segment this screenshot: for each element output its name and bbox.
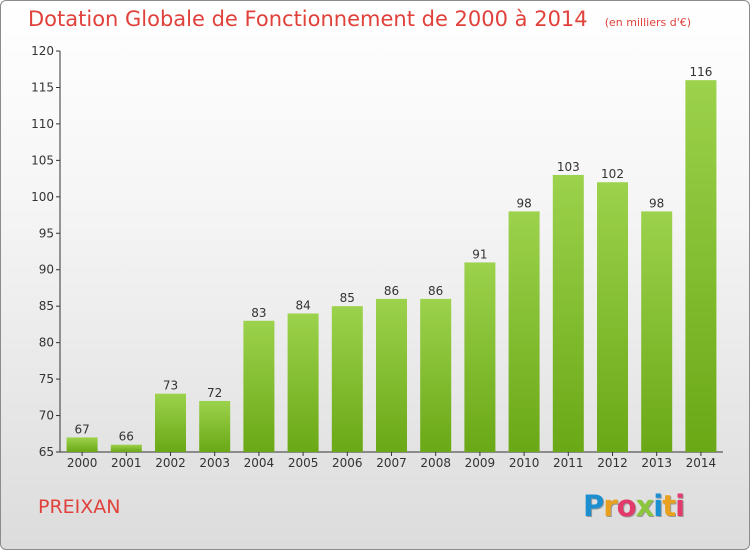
bar xyxy=(110,444,142,452)
bar-value-label: 83 xyxy=(251,306,266,320)
bar xyxy=(552,174,584,453)
bar-value-label: 91 xyxy=(472,247,487,261)
x-tick-label: 2009 xyxy=(465,456,496,470)
x-tick-label: 2008 xyxy=(420,456,451,470)
bar-value-label: 98 xyxy=(649,196,664,210)
bar-value-label: 116 xyxy=(689,65,712,79)
y-tick-label: 100 xyxy=(31,190,54,204)
y-tick-label: 65 xyxy=(39,445,54,459)
bar-value-label: 67 xyxy=(74,422,89,436)
bar xyxy=(420,298,452,452)
logo-letter: x xyxy=(635,489,655,523)
logo-letter: t xyxy=(662,489,676,523)
bar-value-label: 72 xyxy=(207,386,222,400)
y-tick-label: 115 xyxy=(31,80,54,94)
x-tick-label: 2013 xyxy=(641,456,672,470)
bar-value-label: 86 xyxy=(384,284,399,298)
bar-value-label: 66 xyxy=(119,430,134,444)
bar xyxy=(331,306,363,452)
bar xyxy=(376,298,407,452)
bar-value-label: 102 xyxy=(601,167,624,181)
bar xyxy=(685,80,717,452)
bar-value-label: 103 xyxy=(557,160,580,174)
bars-group: 67 66 73 72 83 84 85 86 86 91 98 103 102 98 116 xyxy=(66,65,717,453)
x-tick-label: 2011 xyxy=(553,456,584,470)
x-tick-label: 2007 xyxy=(376,456,407,470)
bar-value-label: 86 xyxy=(428,284,443,298)
y-tick-label: 75 xyxy=(39,372,54,386)
x-axis: 2000 2001 2002 2003 2004 2005 2006 2007 2008 2009… xyxy=(60,451,723,470)
y-tick-label: 80 xyxy=(39,336,54,350)
bar xyxy=(464,262,496,452)
y-tick-label: 85 xyxy=(39,299,54,313)
logo-letter: i xyxy=(653,489,663,523)
bar xyxy=(155,393,186,452)
title-row: Dotation Globale de Fonctionnement de 20… xyxy=(28,7,691,31)
x-tick-label: 2002 xyxy=(155,456,186,470)
logo-letter: i xyxy=(675,489,685,523)
y-tick-label: 90 xyxy=(39,263,54,277)
x-tick-label: 2012 xyxy=(597,456,628,470)
y-tick-label: 110 xyxy=(31,117,54,131)
bar xyxy=(66,437,98,452)
proxiti-logo: Proxiti xyxy=(583,489,685,523)
bar-value-label: 98 xyxy=(516,196,531,210)
bar-value-label: 84 xyxy=(295,298,310,312)
bar xyxy=(597,182,628,452)
bar xyxy=(243,320,275,452)
bar xyxy=(508,211,540,452)
logo-letter: P xyxy=(583,489,604,523)
x-tick-label: 2006 xyxy=(332,456,363,470)
y-tick-label: 105 xyxy=(31,153,54,167)
y-tick-label: 120 xyxy=(31,44,54,58)
x-tick-label: 2001 xyxy=(111,456,142,470)
x-tick-label: 2005 xyxy=(288,456,319,470)
logo-letter: o xyxy=(616,489,637,523)
bar xyxy=(641,211,673,452)
x-tick-label: 2000 xyxy=(67,456,98,470)
bar xyxy=(199,400,231,452)
bar xyxy=(287,313,319,452)
y-tick-label: 95 xyxy=(39,226,54,240)
place-name: PREIXAN xyxy=(38,496,121,518)
bar-value-label: 85 xyxy=(340,291,355,305)
logo-letter: r xyxy=(603,489,617,523)
bar-value-label: 73 xyxy=(163,379,178,393)
x-tick-label: 2010 xyxy=(509,456,540,470)
x-tick-label: 2003 xyxy=(199,456,230,470)
y-tick-label: 70 xyxy=(39,409,54,423)
y-axis: 65 70 75 80 85 90 95 100 105 110 115 120 xyxy=(31,44,61,459)
x-tick-label: 2004 xyxy=(244,456,275,470)
chart-subtitle: (en milliers d'€) xyxy=(604,16,692,29)
chart-title: Dotation Globale de Fonctionnement de 20… xyxy=(28,7,588,31)
x-tick-label: 2014 xyxy=(686,456,717,470)
